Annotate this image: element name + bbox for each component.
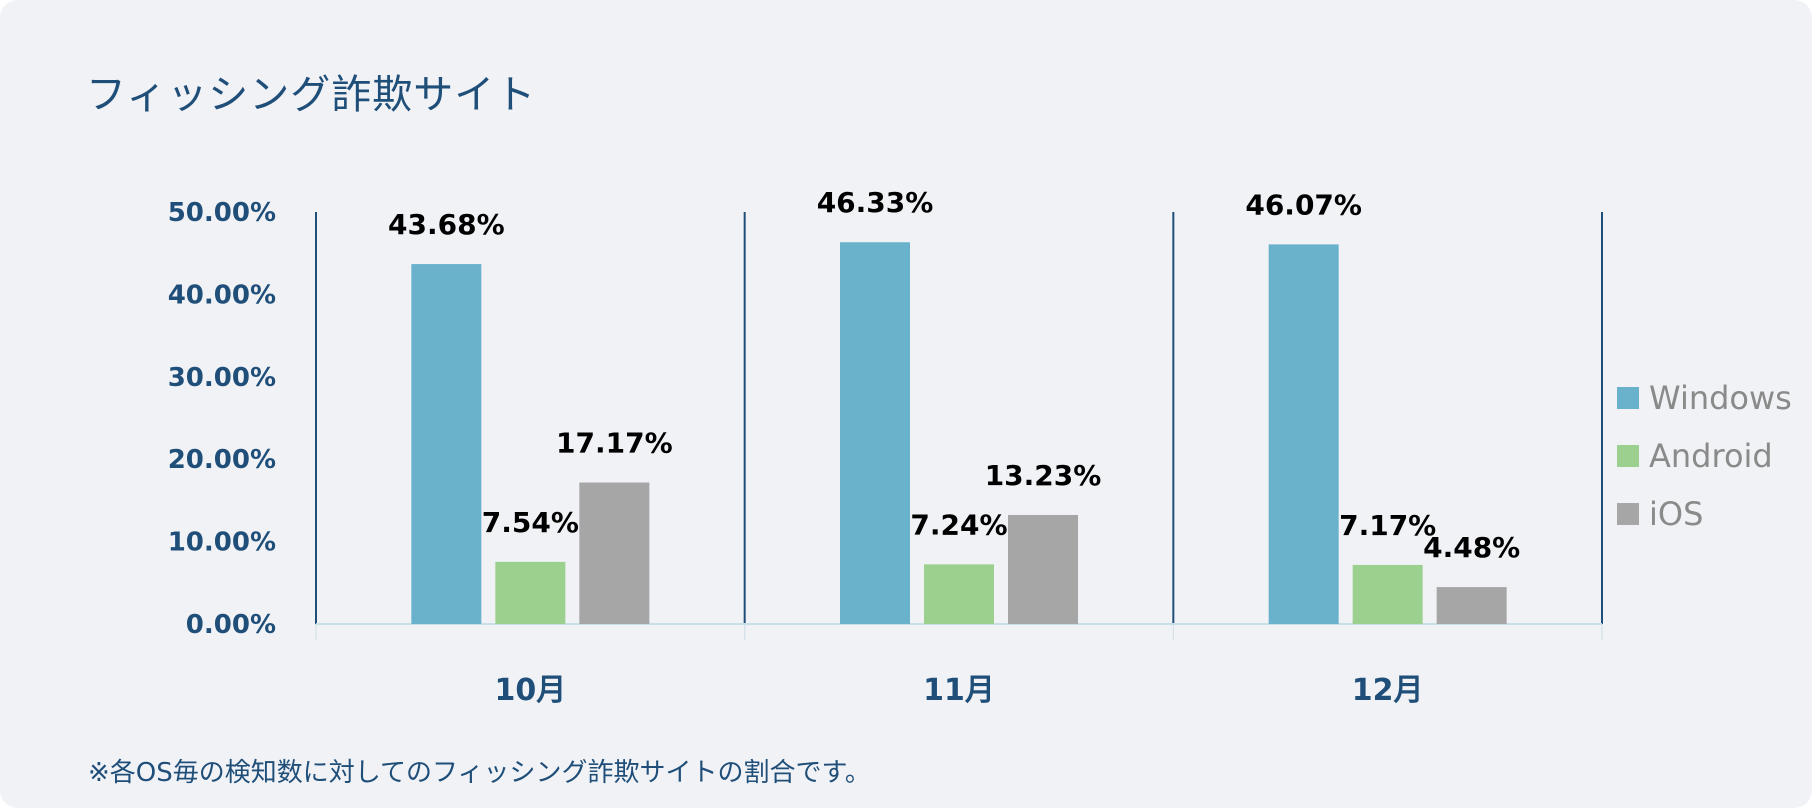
data-label: 4.48%: [1423, 531, 1520, 564]
legend-swatch-android: [1617, 445, 1639, 467]
y-tick-label: 20.00%: [168, 445, 276, 475]
footnote: ※各OS毎の検知数に対してのフィッシング詐欺サイトの割合です。: [88, 758, 871, 788]
y-tick-label: 0.00%: [186, 610, 276, 640]
bar-android: [495, 561, 566, 624]
x-tick-label: 11月: [923, 673, 995, 708]
legend-swatch-ios: [1617, 503, 1639, 525]
y-tick-label: 40.00%: [168, 280, 276, 310]
legend-label-ios: iOS: [1649, 495, 1703, 533]
legend-swatch-windows: [1617, 387, 1639, 409]
y-tick-label: 50.00%: [168, 198, 276, 228]
bar-android: [1352, 564, 1423, 624]
bar-android: [924, 564, 994, 624]
bar-windows: [840, 242, 910, 625]
bar-windows: [1268, 244, 1339, 625]
data-label: 17.17%: [556, 427, 673, 460]
data-label: 13.23%: [985, 459, 1102, 492]
bar-ios: [1008, 514, 1078, 624]
x-tick-label: 12月: [1352, 673, 1424, 708]
y-tick-label: 30.00%: [168, 363, 276, 393]
x-tick-label: 10月: [494, 673, 566, 708]
bar-ios: [579, 482, 650, 624]
data-label: 46.33%: [817, 186, 934, 219]
data-label: 7.54%: [482, 506, 579, 539]
y-tick-label: 10.00%: [168, 528, 276, 558]
data-label: 43.68%: [388, 208, 505, 241]
bar-ios: [1436, 587, 1507, 624]
chart-title: フィッシング詐欺サイト: [86, 72, 537, 118]
legend-label-windows: Windows: [1649, 379, 1792, 417]
data-label: 46.07%: [1245, 188, 1362, 221]
data-label: 7.17%: [1339, 509, 1436, 542]
legend-label-android: Android: [1649, 437, 1773, 475]
data-label: 7.24%: [910, 508, 1007, 541]
bar-windows: [411, 264, 482, 624]
